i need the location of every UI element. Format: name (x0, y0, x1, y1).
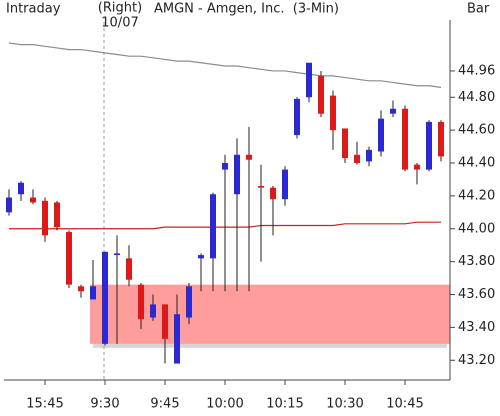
candle-body (414, 164, 420, 170)
chart-title: AMGN - Amgen, Inc. (3-Min) (154, 2, 339, 17)
candle-body (330, 95, 336, 131)
header-note: (Right) (98, 1, 142, 16)
candle-body (234, 154, 240, 195)
candle-body (354, 154, 360, 164)
candle-body (246, 154, 252, 160)
candle-body (6, 197, 12, 213)
candle-body (438, 121, 444, 157)
candle-body (222, 163, 228, 170)
y-tick-label: 44.20 (458, 188, 495, 203)
y-tick-label: 43.20 (458, 353, 495, 368)
candle-body (318, 75, 324, 114)
candle-body (426, 121, 432, 170)
y-tick-label: 44.00 (458, 221, 495, 236)
candle-body (342, 128, 348, 159)
candle-body (162, 304, 168, 339)
x-tick-label: 10:45 (386, 397, 423, 412)
candle-body (186, 286, 192, 318)
header-date: 10/07 (101, 16, 138, 31)
candle-body (78, 286, 84, 292)
candle-body (114, 253, 120, 256)
candle-body (54, 202, 60, 228)
candle-body (210, 194, 216, 259)
y-tick-label: 44.60 (458, 123, 495, 138)
candle-body (150, 304, 156, 318)
x-tick-label: 10:30 (326, 397, 363, 412)
x-tick-label: 15:45 (26, 397, 63, 412)
candle-body (366, 149, 372, 162)
candle-body (174, 314, 180, 364)
candle-body (258, 186, 264, 188)
candle-body (138, 284, 144, 320)
header-left: Intraday (6, 2, 61, 17)
moving-average (8, 42, 442, 88)
y-tick-label: 44.96 (458, 63, 495, 78)
header-right: Bar (467, 2, 490, 17)
candle-body (402, 108, 408, 170)
x-tick-label: 10:15 (266, 397, 303, 412)
candle-body (126, 258, 132, 280)
y-tick-label: 44.40 (458, 156, 495, 171)
candle-body (282, 169, 288, 200)
candle-body (390, 108, 396, 114)
candle-body (18, 182, 24, 195)
candle-body (30, 197, 36, 203)
y-tick-label: 44.80 (458, 90, 495, 105)
y-tick-label: 43.60 (458, 287, 495, 302)
candle-body (198, 255, 204, 259)
candle-body (90, 286, 96, 300)
y-tick-label: 43.80 (458, 254, 495, 269)
candle-body (306, 62, 312, 98)
x-tick-label: 10:00 (206, 397, 243, 412)
y-tick-label: 43.40 (458, 320, 495, 335)
candle-body (42, 200, 48, 236)
candle-body (270, 187, 276, 200)
candle-body (294, 98, 300, 136)
candle-body (102, 251, 108, 344)
x-tick-label: 9:30 (90, 397, 119, 412)
candle-body (66, 232, 72, 285)
candle-body (378, 118, 384, 152)
x-tick-label: 9:45 (150, 397, 179, 412)
